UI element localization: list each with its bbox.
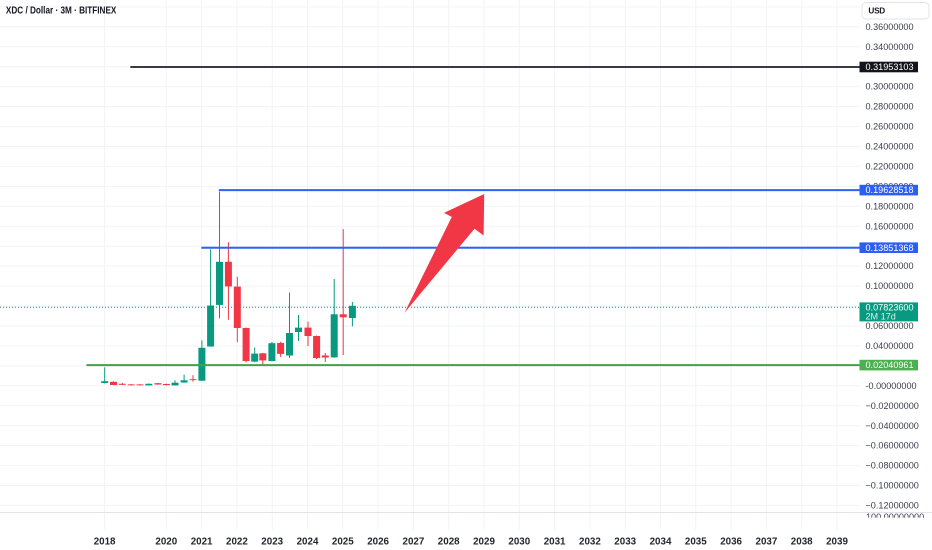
svg-text:2M 17d: 2M 17d (866, 312, 896, 322)
svg-text:2037: 2037 (756, 536, 778, 547)
svg-text:0.28000000: 0.28000000 (866, 102, 914, 112)
svg-text:2030: 2030 (508, 536, 530, 547)
svg-text:0.36000000: 0.36000000 (866, 22, 914, 32)
svg-text:2020: 2020 (155, 536, 177, 547)
svg-text:−0.08000000: −0.08000000 (866, 461, 919, 471)
svg-text:0.06000000: 0.06000000 (866, 321, 914, 331)
svg-text:USD: USD (868, 6, 885, 15)
svg-text:2024: 2024 (297, 536, 319, 547)
svg-text:0.31953103: 0.31953103 (866, 62, 914, 72)
svg-text:-0.00000000: -0.00000000 (866, 381, 917, 391)
svg-text:0.02040961: 0.02040961 (866, 360, 914, 370)
svg-text:−0.02000000: −0.02000000 (866, 401, 919, 411)
svg-text:2027: 2027 (403, 536, 425, 547)
svg-text:0.26000000: 0.26000000 (866, 122, 914, 132)
svg-text:2034: 2034 (650, 536, 672, 547)
svg-text:0.22000000: 0.22000000 (866, 162, 914, 172)
svg-text:0.24000000: 0.24000000 (866, 142, 914, 152)
svg-text:0.13851368: 0.13851368 (866, 243, 914, 253)
svg-text:2033: 2033 (614, 536, 636, 547)
svg-text:2031: 2031 (544, 536, 566, 547)
svg-text:0.04000000: 0.04000000 (866, 341, 914, 351)
svg-text:0.18000000: 0.18000000 (866, 201, 914, 211)
svg-text:−0.06000000: −0.06000000 (866, 441, 919, 451)
svg-text:2028: 2028 (438, 536, 460, 547)
svg-text:2032: 2032 (579, 536, 601, 547)
svg-text:0.30000000: 0.30000000 (866, 82, 914, 92)
svg-text:XDC / Dollar · 3M · BITFINEX: XDC / Dollar · 3M · BITFINEX (6, 6, 117, 17)
svg-text:2018: 2018 (94, 536, 116, 547)
svg-text:−0.12000000: −0.12000000 (866, 501, 919, 511)
svg-text:−0.10000000: −0.10000000 (866, 481, 919, 491)
svg-text:2021: 2021 (191, 536, 213, 547)
svg-text:2029: 2029 (473, 536, 495, 547)
svg-text:2036: 2036 (720, 536, 742, 547)
svg-text:2038: 2038 (791, 536, 813, 547)
svg-text:0.07823600: 0.07823600 (866, 302, 914, 312)
svg-text:2022: 2022 (226, 536, 248, 547)
svg-text:2039: 2039 (826, 536, 848, 547)
svg-text:2035: 2035 (685, 536, 707, 547)
svg-text:2026: 2026 (367, 536, 389, 547)
svg-text:0.12000000: 0.12000000 (866, 261, 914, 271)
svg-text:2023: 2023 (261, 536, 283, 547)
svg-text:2025: 2025 (332, 536, 354, 547)
svg-text:0.19628518: 0.19628518 (866, 185, 914, 195)
svg-text:0.34000000: 0.34000000 (866, 42, 914, 52)
svg-text:100.00000000: 100.00000000 (866, 512, 924, 522)
svg-text:0.10000000: 0.10000000 (866, 281, 914, 291)
svg-text:0.16000000: 0.16000000 (866, 221, 914, 231)
svg-text:−0.04000000: −0.04000000 (866, 421, 919, 431)
